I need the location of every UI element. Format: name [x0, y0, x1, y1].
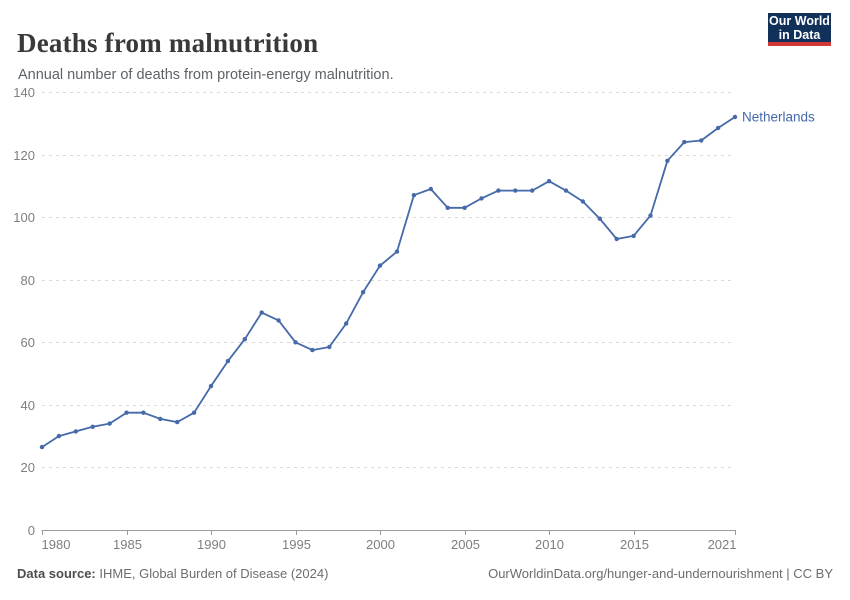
- data-point[interactable]: [513, 188, 518, 193]
- data-point[interactable]: [546, 179, 552, 184]
- data-point[interactable]: [496, 188, 501, 193]
- chart-subtitle: Annual number of deaths from protein-ene…: [18, 66, 394, 83]
- data-point[interactable]: [73, 429, 79, 434]
- x-axis-label: 2015: [620, 537, 649, 552]
- x-axis-label: 1995: [282, 537, 311, 552]
- data-point[interactable]: [124, 410, 129, 415]
- data-source-value: IHME, Global Burden of Disease (2024): [95, 566, 329, 581]
- y-axis-label: 120: [13, 148, 35, 163]
- x-axis-label: 1985: [113, 537, 142, 552]
- data-point[interactable]: [563, 188, 569, 193]
- data-point[interactable]: [276, 318, 281, 323]
- y-axis-label: 60: [21, 335, 35, 350]
- data-point[interactable]: [580, 199, 586, 204]
- data-point[interactable]: [732, 114, 738, 120]
- data-point[interactable]: [631, 233, 636, 239]
- data-source-label: Data source:: [17, 566, 96, 581]
- data-point[interactable]: [175, 419, 180, 425]
- y-axis-label: 100: [13, 210, 35, 225]
- data-point[interactable]: [259, 310, 264, 315]
- x-axis-label: 2010: [535, 537, 564, 552]
- data-point[interactable]: [648, 213, 653, 218]
- data-point[interactable]: [428, 186, 433, 192]
- data-point[interactable]: [225, 358, 231, 364]
- data-point[interactable]: [462, 205, 467, 210]
- data-point[interactable]: [715, 125, 721, 131]
- data-point[interactable]: [293, 340, 298, 345]
- data-point[interactable]: [411, 193, 417, 198]
- data-point[interactable]: [158, 416, 163, 422]
- data-point[interactable]: [445, 205, 450, 210]
- data-point[interactable]: [208, 383, 214, 389]
- data-point[interactable]: [665, 158, 670, 163]
- data-point[interactable]: [530, 188, 535, 193]
- data-point[interactable]: [394, 249, 400, 254]
- owid-logo[interactable]: Our World in Data: [768, 13, 831, 46]
- data-point[interactable]: [327, 344, 332, 350]
- x-axis-label: 2000: [366, 537, 395, 552]
- owid-logo-line2: in Data: [778, 27, 821, 42]
- y-axis-label: 80: [21, 273, 35, 288]
- data-point[interactable]: [344, 321, 349, 326]
- x-axis-label: 2005: [451, 537, 480, 552]
- data-point[interactable]: [310, 347, 315, 353]
- data-point[interactable]: [90, 424, 95, 429]
- data-point[interactable]: [360, 290, 366, 295]
- x-axis-label: 2021: [708, 537, 737, 552]
- data-point[interactable]: [479, 196, 484, 201]
- owid-logo-line1: Our World: [769, 13, 830, 28]
- data-point[interactable]: [141, 410, 146, 415]
- y-axis-label: 140: [13, 85, 35, 100]
- data-point[interactable]: [682, 139, 687, 145]
- y-axis-label: 20: [21, 460, 35, 475]
- data-point[interactable]: [56, 433, 62, 439]
- data-point[interactable]: [107, 421, 112, 426]
- data-point[interactable]: [377, 263, 383, 268]
- data-point[interactable]: [597, 216, 602, 221]
- data-point[interactable]: [191, 410, 197, 415]
- data-point[interactable]: [614, 236, 619, 242]
- data-point[interactable]: [39, 444, 45, 450]
- credit-link[interactable]: OurWorldinData.org/hunger-and-undernouri…: [488, 566, 833, 581]
- x-axis-label: 1980: [42, 537, 71, 552]
- series-label[interactable]: Netherlands: [742, 110, 815, 125]
- y-axis-label: 0: [28, 523, 35, 538]
- data-point[interactable]: [242, 337, 247, 342]
- chart-footer: Data source: IHME, Global Burden of Dise…: [0, 566, 850, 581]
- x-axis-label: 1990: [197, 537, 226, 552]
- data-source: Data source: IHME, Global Burden of Dise…: [17, 566, 328, 581]
- page-title: Deaths from malnutrition: [17, 28, 319, 59]
- data-line[interactable]: [41, 116, 736, 448]
- data-point[interactable]: [699, 138, 704, 143]
- y-axis-label: 40: [21, 398, 35, 413]
